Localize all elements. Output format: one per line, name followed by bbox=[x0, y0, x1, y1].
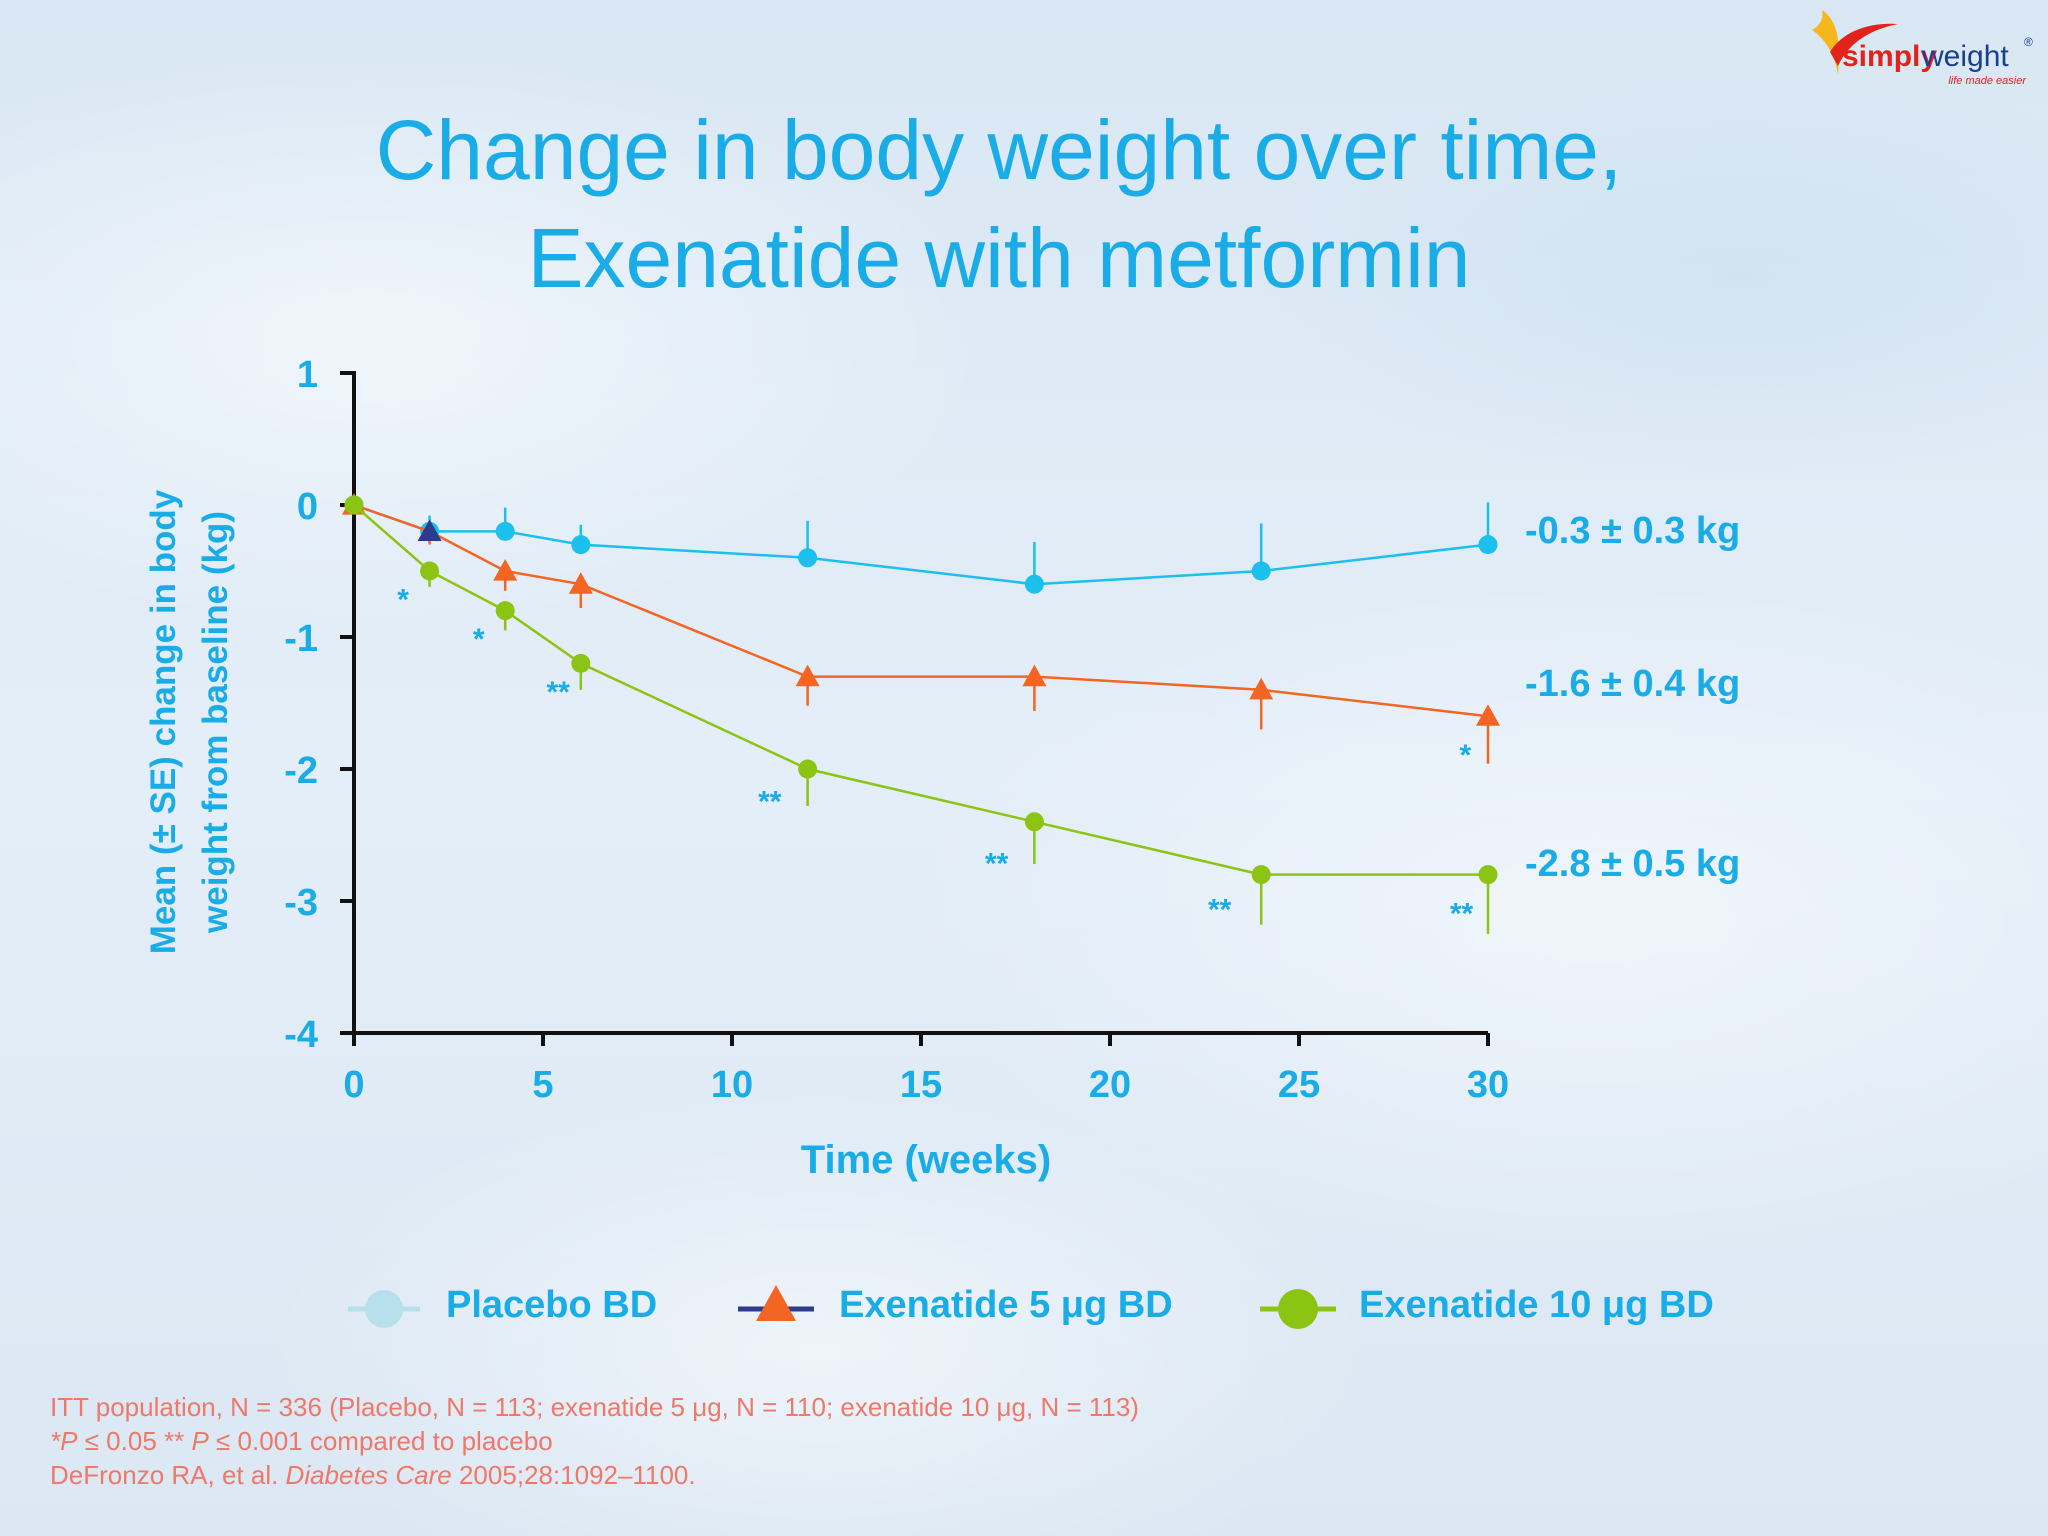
significance-marker: ** bbox=[546, 676, 570, 709]
y-tick-label: -1 bbox=[284, 618, 318, 660]
logo-registered-mark: ® bbox=[2024, 35, 2033, 49]
significance-marker: ** bbox=[1450, 898, 1474, 931]
data-point-circle bbox=[344, 495, 364, 515]
data-point-circle bbox=[1478, 865, 1498, 885]
footnote-reference: DeFronzo RA, et al. Diabetes Care 2005;2… bbox=[50, 1460, 696, 1491]
series-line bbox=[353, 504, 1488, 876]
footnote-journal: Diabetes Care bbox=[285, 1460, 452, 1490]
logo-tagline: life made easier bbox=[1948, 75, 2027, 87]
legend-marker-placebo bbox=[365, 1290, 403, 1328]
footnote-significance: *P ≤ 0.05 ** P ≤ 0.001 compared to place… bbox=[50, 1426, 553, 1457]
data-point-circle bbox=[1024, 574, 1044, 594]
significance-marker: * bbox=[1459, 739, 1471, 772]
series-end-label: -1.6 ± 0.4 kg bbox=[1525, 663, 1740, 705]
y-tick-label: -2 bbox=[284, 750, 318, 792]
x-axis-label: Time (weeks) bbox=[800, 1138, 1052, 1182]
y-tick-label: 0 bbox=[297, 486, 318, 528]
y-axis-label-line-1: Mean (± SE) change in body bbox=[144, 489, 183, 955]
page-title-line-1: Change in body weight over time, bbox=[375, 103, 1623, 197]
footnote-population: ITT population, N = 336 (Placebo, N = 11… bbox=[50, 1392, 1139, 1422]
data-point-circle bbox=[1024, 812, 1044, 832]
footnote-p1: P bbox=[60, 1426, 78, 1456]
series-line bbox=[353, 503, 1489, 586]
swoosh-red-icon bbox=[1830, 23, 1898, 66]
simplyweight-logo: simply weight ® life made easier bbox=[1812, 10, 2033, 87]
y-axis-label: Mean (± SE) change in body weight from b… bbox=[138, 442, 242, 1002]
significance-marker: * bbox=[473, 623, 485, 656]
swoosh-logo-icon bbox=[1812, 10, 1840, 74]
legend-label-placebo: Placebo BD bbox=[446, 1284, 658, 1326]
legend-markers bbox=[348, 1285, 1336, 1329]
logo-brand-suffix: weight bbox=[1921, 40, 2009, 73]
data-point-circle bbox=[798, 759, 818, 779]
y-axis-label-line-2: weight from baseline (kg) bbox=[196, 511, 235, 933]
x-tick-label: 30 bbox=[1467, 1064, 1509, 1106]
chart-axes: 10-1-2-3-40 5 10 15 20 25 30 bbox=[284, 354, 1509, 1106]
x-tick-label: 10 bbox=[711, 1064, 753, 1106]
footnote-ref-a: DeFronzo RA, et al. bbox=[50, 1460, 286, 1490]
chart-annotations: ********** *** bbox=[397, 583, 1473, 930]
significance-marker: * bbox=[397, 583, 409, 616]
x-tick-label: 15 bbox=[900, 1064, 942, 1106]
chart-series: -0.3 ± 0.3 kg -1.6 ± 0.4 kg -2.8 ± 0.5 kg bbox=[342, 493, 1740, 934]
footnote-sig-b: ≤ 0.001 compared to placebo bbox=[208, 1426, 553, 1456]
data-point-circle bbox=[495, 601, 515, 621]
series-2: -1.6 ± 0.4 kg bbox=[342, 493, 1740, 764]
data-point-triangle bbox=[1476, 704, 1500, 726]
data-point-triangle bbox=[1022, 664, 1047, 687]
data-point-triangle bbox=[1249, 677, 1274, 700]
x-tick-label: 25 bbox=[1278, 1064, 1320, 1106]
footnote-star: * bbox=[50, 1426, 61, 1456]
data-point-triangle bbox=[795, 664, 820, 687]
series-3: -2.8 ± 0.5 kg bbox=[344, 495, 1740, 934]
y-tick-label: -3 bbox=[284, 882, 318, 924]
data-point-triangle bbox=[568, 572, 593, 594]
series-line bbox=[353, 503, 1489, 718]
data-point-triangle bbox=[493, 559, 518, 581]
legend-label-exenatide-5: Exenatide 5 μg BD bbox=[839, 1284, 1173, 1326]
data-point-triangle bbox=[417, 519, 442, 541]
data-point-circle bbox=[571, 653, 591, 673]
footnote-p2: P bbox=[191, 1426, 209, 1456]
data-point-circle bbox=[1251, 865, 1271, 885]
data-point-circle bbox=[1251, 561, 1271, 581]
page-title-line-2: Exenatide with metformin bbox=[527, 211, 1471, 305]
data-point-circle bbox=[495, 521, 515, 541]
legend-label-exenatide-10: Exenatide 10 μg BD bbox=[1359, 1284, 1714, 1326]
series-end-label: -2.8 ± 0.5 kg bbox=[1525, 843, 1740, 885]
data-point-circle bbox=[420, 561, 440, 581]
data-point-circle bbox=[798, 548, 818, 568]
data-point-circle bbox=[1478, 535, 1498, 555]
legend-marker-exenatide-5 bbox=[756, 1285, 796, 1321]
significance-marker: ** bbox=[1208, 894, 1232, 927]
series-end-label: -0.3 ± 0.3 kg bbox=[1525, 510, 1740, 552]
significance-marker: ** bbox=[985, 847, 1009, 880]
data-point-circle bbox=[571, 535, 591, 555]
x-tick-label: 20 bbox=[1089, 1064, 1131, 1106]
x-tick-label: 5 bbox=[532, 1064, 553, 1106]
footnote-sig-a: ≤ 0.05 ** bbox=[77, 1426, 192, 1456]
logo-brand-prefix: simply bbox=[1842, 40, 1937, 73]
y-tick-label: 1 bbox=[297, 354, 318, 396]
legend-marker-exenatide-10 bbox=[1278, 1289, 1318, 1329]
footnote-ref-b: 2005;28:1092–1100. bbox=[451, 1460, 696, 1490]
x-tick-label: 0 bbox=[343, 1064, 364, 1106]
significance-marker: ** bbox=[758, 785, 782, 818]
y-tick-label: -4 bbox=[284, 1014, 318, 1056]
